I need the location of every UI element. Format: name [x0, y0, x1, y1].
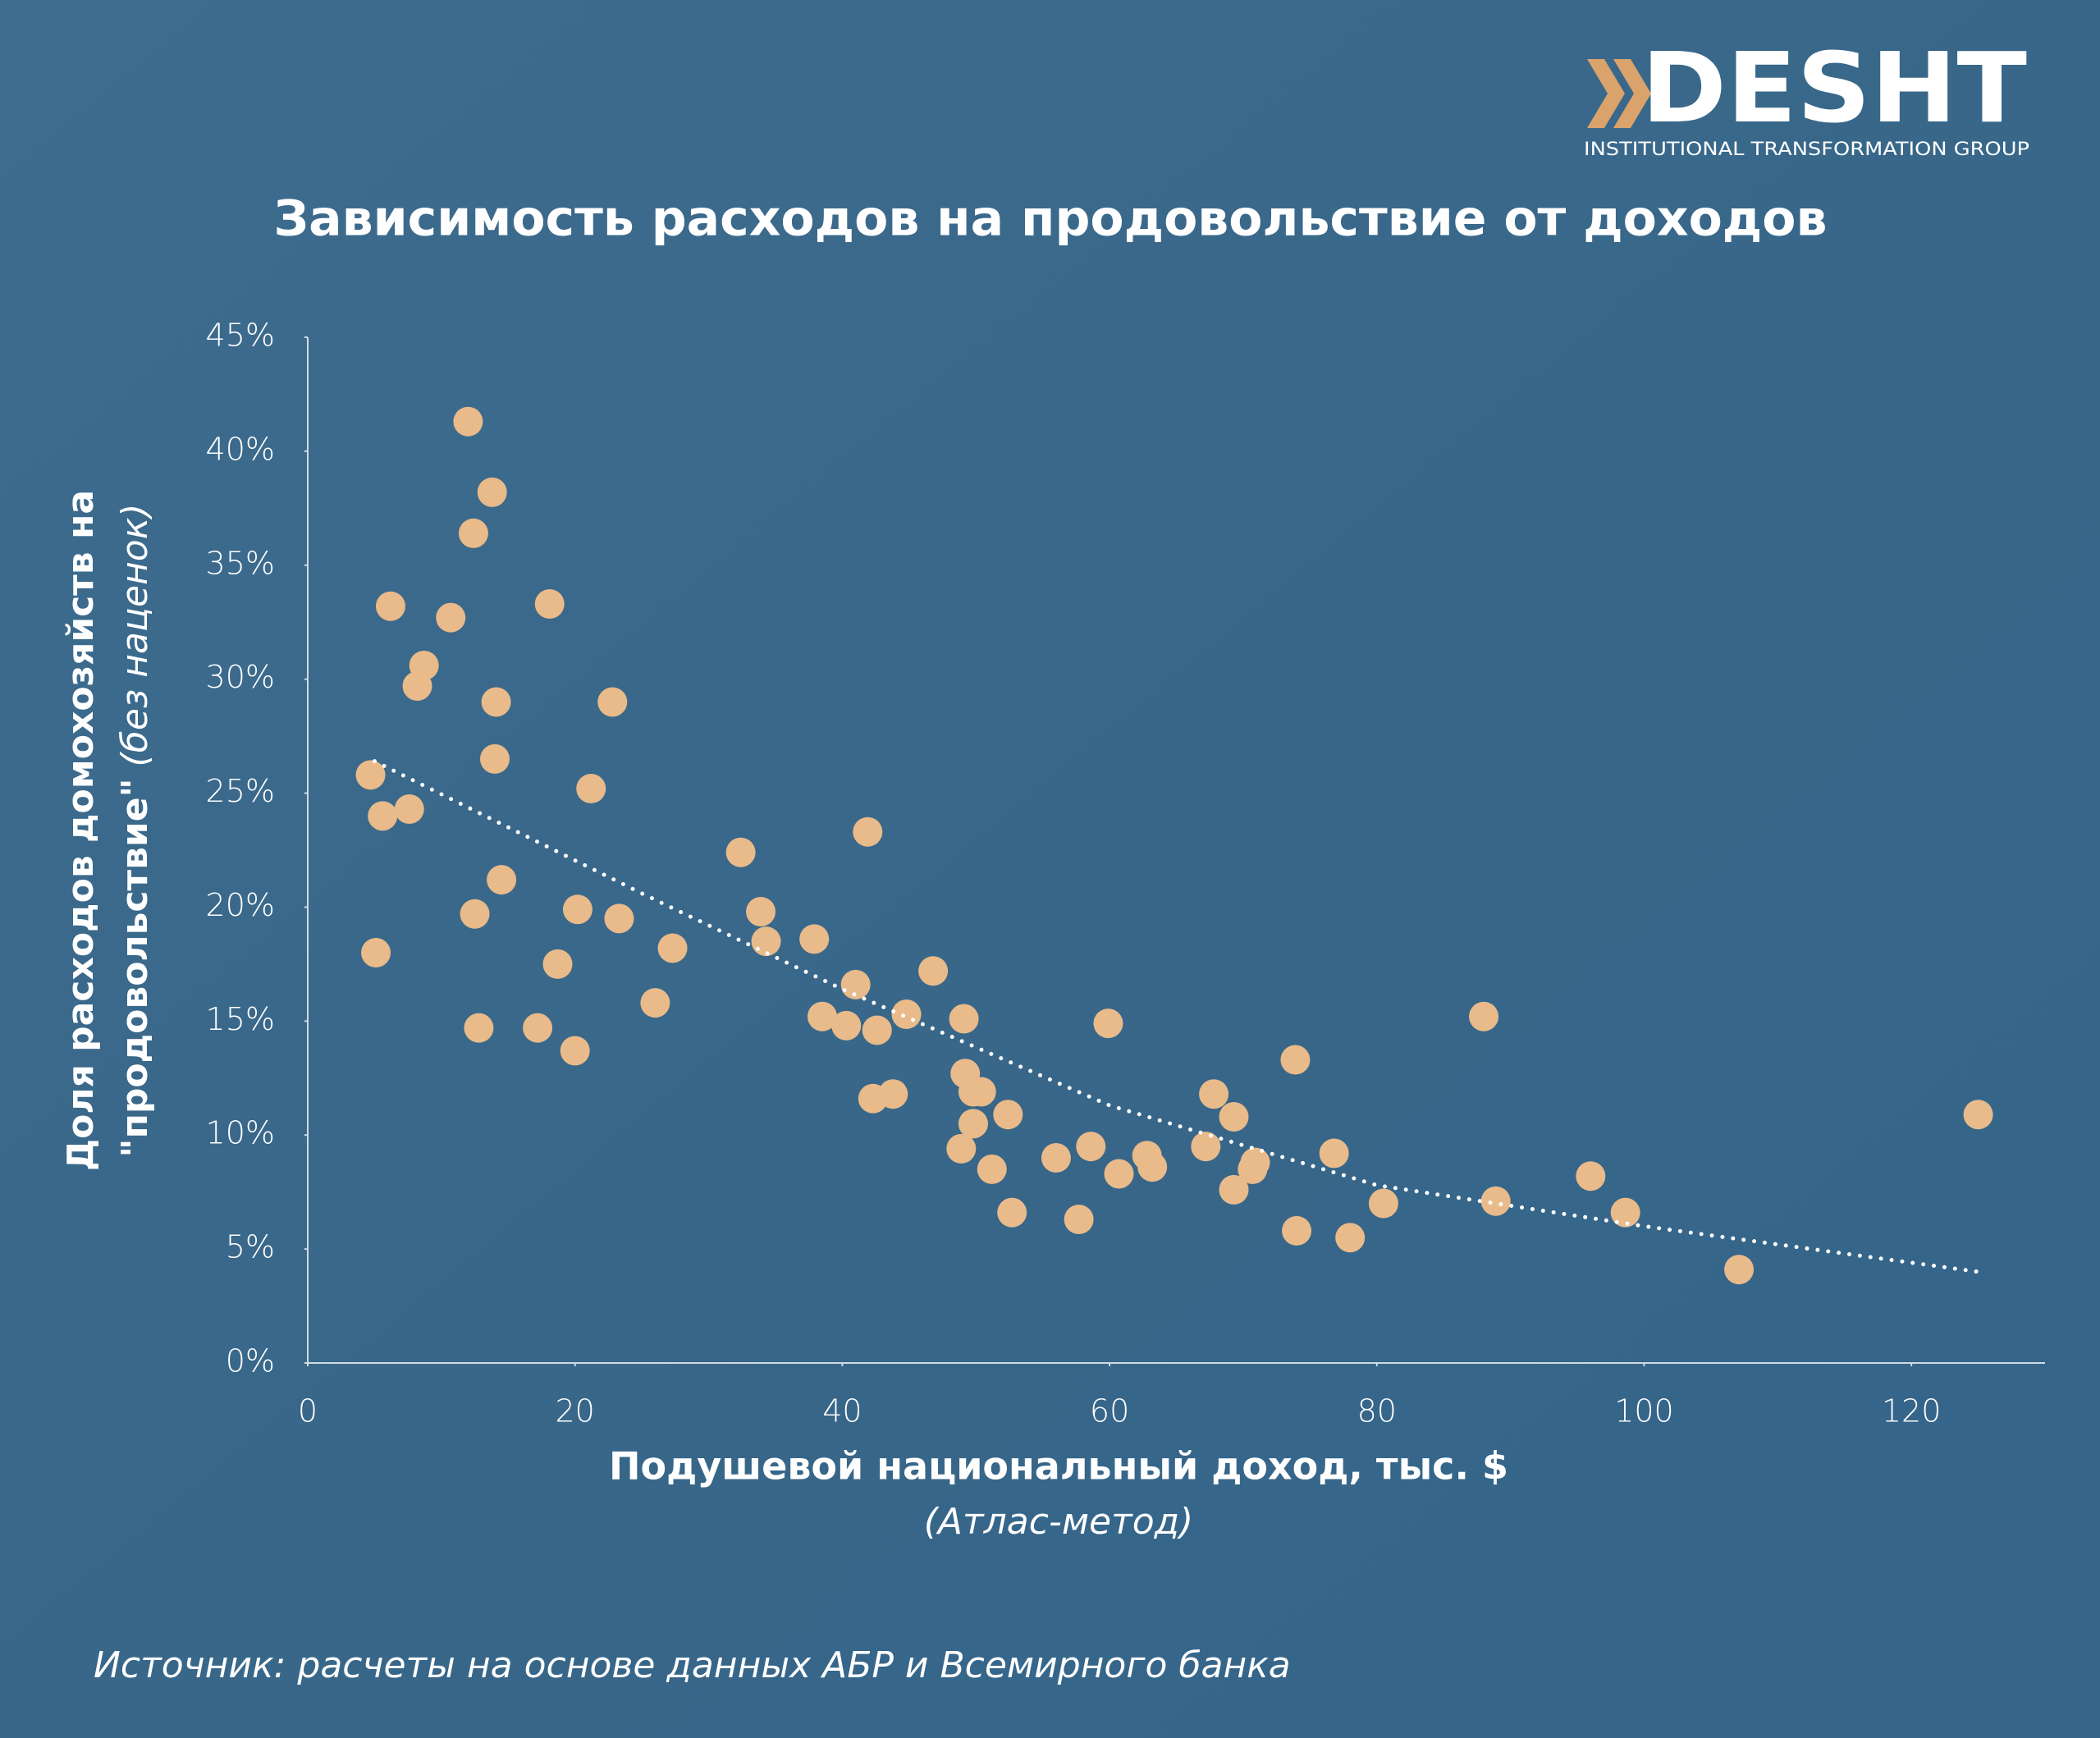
- point: [878, 1079, 908, 1109]
- x-tick-label: 60: [1090, 1393, 1129, 1429]
- point: [751, 926, 781, 957]
- point: [479, 743, 510, 774]
- x-tick-label: 80: [1357, 1393, 1397, 1429]
- point: [1610, 1197, 1640, 1228]
- point: [1280, 1045, 1311, 1075]
- point: [840, 969, 871, 999]
- point: [361, 938, 391, 967]
- x-label-note: (Атлас-метод): [924, 1501, 1193, 1543]
- point: [604, 903, 634, 934]
- point: [640, 988, 670, 1018]
- point: [562, 894, 592, 925]
- y-tick-label: 35%: [206, 545, 275, 581]
- point: [453, 406, 483, 437]
- point: [1963, 1100, 1993, 1130]
- point: [436, 602, 466, 633]
- point: [891, 999, 922, 1029]
- point: [560, 1036, 590, 1066]
- point: [458, 518, 488, 548]
- point: [1480, 1186, 1511, 1216]
- point: [946, 1133, 977, 1164]
- point: [1368, 1188, 1398, 1219]
- point: [368, 801, 398, 831]
- point: [1219, 1174, 1249, 1205]
- y-tick-label: 30%: [206, 659, 275, 695]
- point: [1319, 1138, 1349, 1169]
- point: [966, 1077, 996, 1107]
- y-label-note: (без наценок): [114, 504, 156, 767]
- point: [355, 760, 386, 790]
- y-tick-label: 0%: [226, 1343, 275, 1379]
- point: [977, 1154, 1007, 1184]
- y-tick-label: 45%: [206, 318, 275, 354]
- point: [375, 591, 405, 621]
- point: [534, 589, 565, 619]
- point: [997, 1197, 1027, 1228]
- point: [1724, 1255, 1755, 1285]
- y-tick-label: 5%: [226, 1229, 275, 1265]
- chart-title: Зависимость расходов на продовольствие о…: [274, 190, 1828, 248]
- point: [1238, 1154, 1268, 1184]
- point: [853, 816, 883, 847]
- y-tick-label: 10%: [206, 1115, 275, 1151]
- y-tick-label: 20%: [206, 887, 275, 923]
- point: [657, 933, 688, 963]
- logo-icon: [1587, 59, 1651, 128]
- point: [1137, 1152, 1168, 1182]
- point: [1076, 1132, 1106, 1162]
- x-tick-label: 100: [1614, 1393, 1674, 1429]
- point: [1219, 1102, 1249, 1132]
- y-label: Доля расходов домохозяйств на: [60, 490, 102, 1171]
- x-tick-label: 20: [556, 1393, 595, 1429]
- point: [1041, 1143, 1071, 1173]
- point: [1199, 1079, 1229, 1109]
- point: [862, 1015, 892, 1045]
- point: [542, 949, 573, 979]
- point: [1469, 1001, 1499, 1031]
- point: [746, 897, 776, 926]
- point: [1576, 1161, 1606, 1191]
- logo-name: DESHT: [1641, 31, 2027, 144]
- point: [523, 1013, 553, 1043]
- point: [799, 924, 830, 954]
- source: Источник: расчеты на основе данных АБР и…: [94, 1644, 1291, 1686]
- point: [402, 671, 432, 701]
- point: [394, 794, 424, 824]
- point: [477, 477, 507, 507]
- x-tick-label: 40: [822, 1393, 862, 1429]
- point: [918, 956, 949, 986]
- y-label-line2: "продовольствие" (без наценок): [114, 504, 156, 1158]
- point: [597, 687, 628, 717]
- point: [949, 1004, 979, 1034]
- point: [1191, 1132, 1221, 1162]
- point: [1104, 1159, 1134, 1189]
- x-tick-label: 120: [1882, 1393, 1942, 1429]
- point: [831, 1010, 862, 1041]
- point: [576, 774, 606, 803]
- point: [487, 865, 517, 895]
- point: [1335, 1223, 1366, 1253]
- point: [460, 899, 490, 929]
- y-tick-label: 25%: [206, 773, 275, 809]
- point: [725, 837, 756, 867]
- point: [481, 687, 511, 717]
- point: [1093, 1008, 1123, 1039]
- point: [993, 1100, 1023, 1130]
- point: [1064, 1205, 1094, 1234]
- x-tick-label: 0: [298, 1393, 318, 1429]
- point: [958, 1109, 988, 1139]
- y-axis-title: Доля расходов домохозяйств на "продоволь…: [60, 490, 156, 1171]
- point: [464, 1013, 494, 1043]
- point: [807, 1001, 837, 1031]
- y-tick-label: 15%: [206, 1001, 275, 1037]
- x-label: Подушевой национальный доход, тыс. $: [609, 1444, 1508, 1489]
- logo-subtitle: INSTITUTIONAL TRANSFORMATION GROUP: [1584, 139, 2029, 160]
- y-tick-label: 40%: [206, 431, 275, 467]
- point: [1282, 1215, 1312, 1246]
- y-label-bold: "продовольствие": [114, 778, 156, 1157]
